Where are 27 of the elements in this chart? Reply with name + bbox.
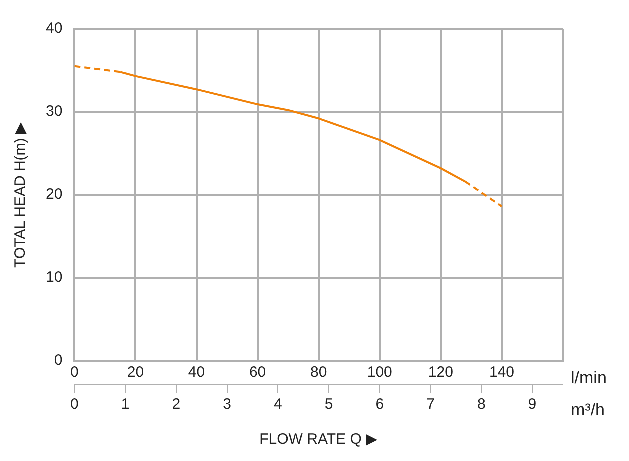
y-tick-label: 30 (46, 103, 63, 120)
x-tick-label: 0 (70, 364, 79, 382)
x2-tick-label: 1 (121, 396, 130, 414)
x-tick-label: 120 (428, 364, 454, 382)
x2-tick-label: 8 (477, 396, 486, 414)
x2-tick-label: 2 (172, 396, 181, 414)
x2-tick-label: 7 (426, 396, 435, 414)
x-tick-label: 20 (127, 364, 144, 382)
x-tick-label: 80 (310, 364, 328, 382)
x-tick-label: 40 (188, 364, 206, 382)
x2-tick-label: 4 (274, 396, 282, 414)
y-tick-label: 20 (46, 186, 63, 204)
text: m³/h (571, 400, 605, 420)
y-tick-label: 40 (46, 20, 63, 38)
x-tick-label: 60 (249, 364, 266, 382)
y-tick-label: 0 (54, 352, 63, 370)
x2-tick-label: 5 (324, 396, 334, 414)
x-axis-title: FLOW RATE Q ▶ (260, 431, 378, 448)
x2-tick-label: 3 (223, 396, 232, 414)
y-tick-label: 10 (46, 269, 63, 286)
y-axis-title: TOTAL HEAD H(m) ▶ (12, 122, 30, 268)
x2-tick-label: 6 (376, 396, 384, 414)
text: l/min (571, 368, 607, 388)
x2-tick-label: 9 (528, 396, 537, 414)
x-tick-label: 100 (367, 364, 392, 382)
x-tick-label: 140 (489, 364, 514, 382)
x2-tick-label: 0 (70, 396, 79, 414)
